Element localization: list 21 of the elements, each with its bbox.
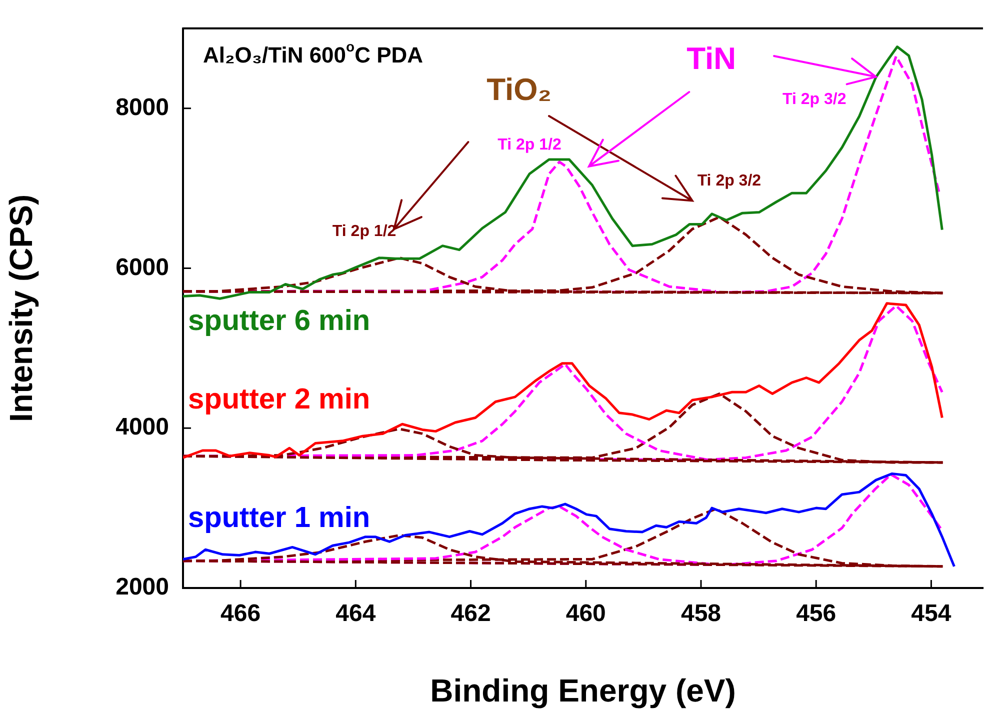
x-tick-label: 462 [450,600,491,628]
y-tick-label: 6000 [116,254,169,281]
annotation: Ti 2p 3/2 [782,90,846,108]
x-tick-label: 458 [680,600,722,628]
series-label: sputter 6 min [188,305,370,338]
y-tick-label: 8000 [116,94,169,121]
x-axis-title: Binding Energy (eV) [430,672,736,709]
annotation: Ti 2p 1/2 [498,136,562,154]
annotation: TiN [686,40,736,76]
annotation: TiO₂ [486,72,552,108]
y-tick-label: 2000 [116,574,169,601]
series-label: sputter 2 min [188,384,370,416]
annotation: Ti 2p 3/2 [697,172,762,190]
series-label: sputter 1 min [188,502,370,534]
x-tick-label: 464 [336,600,376,628]
y-tick-label: 4000 [116,414,169,441]
x-tick-label: 456 [796,600,836,628]
x-tick-label: 466 [220,600,261,628]
x-tick-label: 454 [911,600,952,628]
y-axis-title: Intensity (CPS) [3,194,40,422]
x-tick-label: 460 [566,600,606,628]
